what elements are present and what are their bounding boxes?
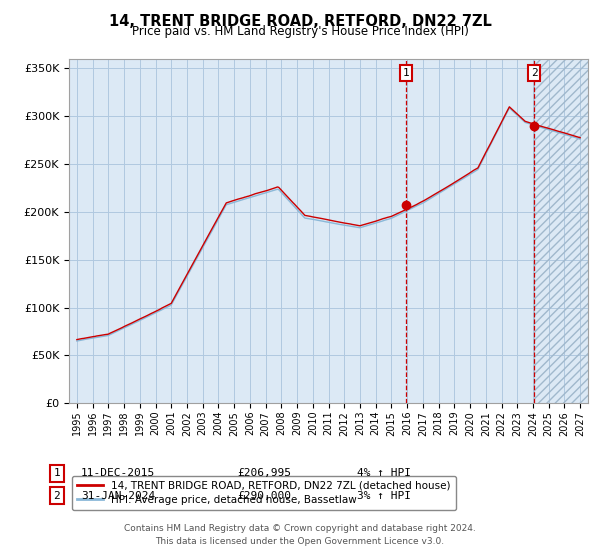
Text: 3% ↑ HPI: 3% ↑ HPI — [357, 491, 411, 501]
Text: Contains HM Land Registry data © Crown copyright and database right 2024.: Contains HM Land Registry data © Crown c… — [124, 524, 476, 533]
Bar — [534, 59, 588, 403]
Text: 1: 1 — [53, 468, 61, 478]
Text: 1: 1 — [403, 68, 410, 78]
Text: £290,000: £290,000 — [237, 491, 291, 501]
Bar — [534, 59, 588, 403]
Text: 2: 2 — [53, 491, 61, 501]
Text: 14, TRENT BRIDGE ROAD, RETFORD, DN22 7ZL: 14, TRENT BRIDGE ROAD, RETFORD, DN22 7ZL — [109, 14, 491, 29]
Text: 4% ↑ HPI: 4% ↑ HPI — [357, 468, 411, 478]
Text: This data is licensed under the Open Government Licence v3.0.: This data is licensed under the Open Gov… — [155, 537, 445, 546]
Text: 31-JAN-2024: 31-JAN-2024 — [81, 491, 155, 501]
Text: £206,995: £206,995 — [237, 468, 291, 478]
Legend: 14, TRENT BRIDGE ROAD, RETFORD, DN22 7ZL (detached house), HPI: Average price, d: 14, TRENT BRIDGE ROAD, RETFORD, DN22 7ZL… — [71, 475, 456, 510]
Text: Price paid vs. HM Land Registry's House Price Index (HPI): Price paid vs. HM Land Registry's House … — [131, 25, 469, 38]
Text: 2: 2 — [531, 68, 538, 78]
Text: 11-DEC-2015: 11-DEC-2015 — [81, 468, 155, 478]
